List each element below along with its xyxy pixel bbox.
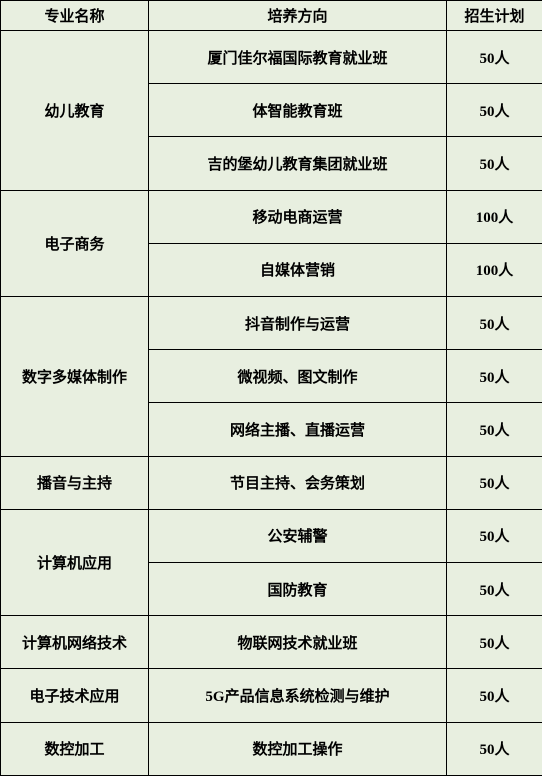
table-row: 电子技术应用5G产品信息系统检测与维护50人	[1, 669, 542, 722]
cell-plan: 50人	[447, 456, 542, 509]
header-major: 专业名称	[1, 1, 149, 31]
cell-plan: 100人	[447, 243, 542, 296]
cell-major: 计算机网络技术	[1, 616, 149, 669]
cell-major: 计算机应用	[1, 509, 149, 615]
table-row: 播音与主持节目主持、会务策划50人	[1, 456, 542, 509]
cell-direction: 5G产品信息系统检测与维护	[149, 669, 447, 722]
cell-plan: 50人	[447, 563, 542, 616]
cell-plan: 50人	[447, 669, 542, 722]
cell-direction: 国防教育	[149, 563, 447, 616]
cell-direction: 吉的堡幼儿教育集团就业班	[149, 137, 447, 190]
cell-plan: 50人	[447, 297, 542, 350]
cell-direction: 公安辅警	[149, 509, 447, 562]
cell-direction: 节目主持、会务策划	[149, 456, 447, 509]
table-row: 电子商务移动电商运营100人	[1, 190, 542, 243]
cell-plan: 50人	[447, 722, 542, 775]
cell-plan: 50人	[447, 31, 542, 84]
header-direction: 培养方向	[149, 1, 447, 31]
cell-major: 数控加工	[1, 722, 149, 775]
cell-plan: 100人	[447, 190, 542, 243]
table-row: 计算机应用公安辅警50人	[1, 509, 542, 562]
cell-major: 数字多媒体制作	[1, 297, 149, 457]
cell-direction: 体智能教育班	[149, 84, 447, 137]
cell-direction: 微视频、图文制作	[149, 350, 447, 403]
cell-major: 幼儿教育	[1, 31, 149, 191]
table-row: 数字多媒体制作抖音制作与运营50人	[1, 297, 542, 350]
table-header-row: 专业名称 培养方向 招生计划	[1, 1, 542, 31]
cell-plan: 50人	[447, 403, 542, 456]
cell-plan: 50人	[447, 616, 542, 669]
cell-plan: 50人	[447, 84, 542, 137]
cell-direction: 自媒体营销	[149, 243, 447, 296]
cell-plan: 50人	[447, 350, 542, 403]
cell-plan: 50人	[447, 509, 542, 562]
cell-direction: 数控加工操作	[149, 722, 447, 775]
table-row: 幼儿教育厦门佳尔福国际教育就业班50人	[1, 31, 542, 84]
header-plan: 招生计划	[447, 1, 542, 31]
cell-direction: 厦门佳尔福国际教育就业班	[149, 31, 447, 84]
cell-major: 电子商务	[1, 190, 149, 296]
cell-plan: 50人	[447, 137, 542, 190]
cell-direction: 抖音制作与运营	[149, 297, 447, 350]
cell-major: 电子技术应用	[1, 669, 149, 722]
cell-direction: 移动电商运营	[149, 190, 447, 243]
cell-major: 播音与主持	[1, 456, 149, 509]
cell-direction: 物联网技术就业班	[149, 616, 447, 669]
table-row: 数控加工数控加工操作50人	[1, 722, 542, 775]
table-row: 计算机网络技术物联网技术就业班50人	[1, 616, 542, 669]
table-body: 幼儿教育厦门佳尔福国际教育就业班50人体智能教育班50人吉的堡幼儿教育集团就业班…	[1, 31, 542, 776]
cell-direction: 网络主播、直播运营	[149, 403, 447, 456]
enrollment-table: 专业名称 培养方向 招生计划 幼儿教育厦门佳尔福国际教育就业班50人体智能教育班…	[0, 0, 542, 776]
